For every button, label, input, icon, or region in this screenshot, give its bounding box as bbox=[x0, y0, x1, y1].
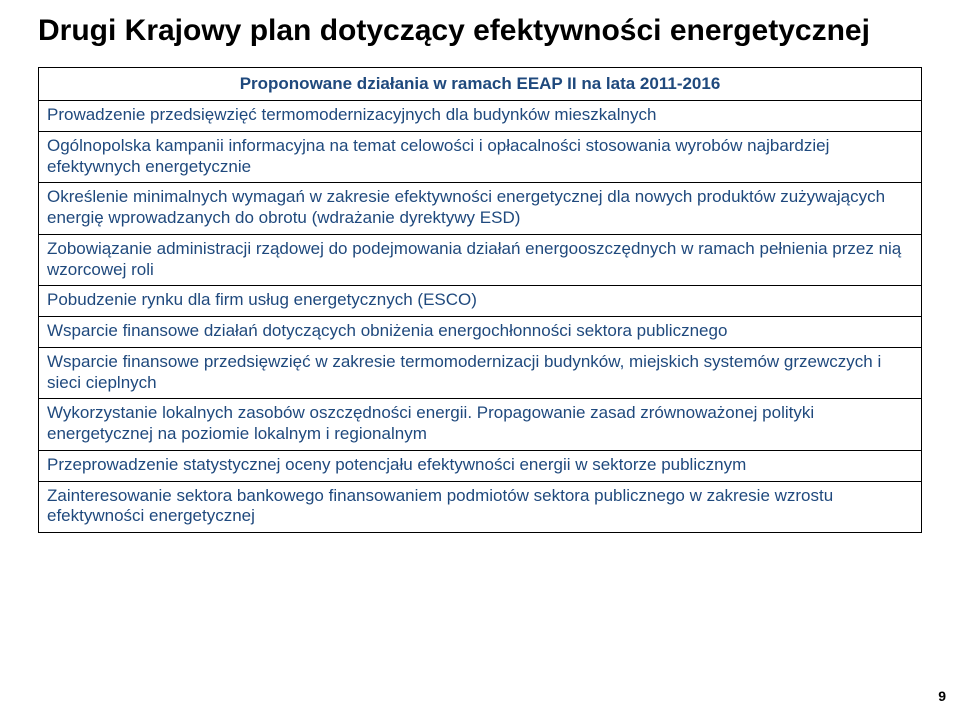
actions-table: Proponowane działania w ramach EEAP II n… bbox=[38, 67, 922, 533]
slide: Drugi Krajowy plan dotyczący efektywnośc… bbox=[0, 0, 960, 710]
table-row: Zainteresowanie sektora bankowego finans… bbox=[39, 481, 922, 532]
table-row: Przeprowadzenie statystycznej oceny pote… bbox=[39, 450, 922, 481]
table-row: Wsparcie finansowe przedsięwzięć w zakre… bbox=[39, 347, 922, 398]
table-row: Wykorzystanie lokalnych zasobów oszczędn… bbox=[39, 399, 922, 450]
table-row: Zobowiązanie administracji rządowej do p… bbox=[39, 234, 922, 285]
table-row: Ogólnopolska kampanii informacyjna na te… bbox=[39, 131, 922, 182]
table-row: Wsparcie finansowe działań dotyczących o… bbox=[39, 317, 922, 348]
table-row: Prowadzenie przedsięwzięć termomoderniza… bbox=[39, 101, 922, 132]
table-header: Proponowane działania w ramach EEAP II n… bbox=[39, 67, 922, 101]
page-title: Drugi Krajowy plan dotyczący efektywnośc… bbox=[38, 14, 922, 49]
table-row: Określenie minimalnych wymagań w zakresi… bbox=[39, 183, 922, 234]
page-number: 9 bbox=[938, 688, 946, 704]
table-row: Pobudzenie rynku dla firm usług energety… bbox=[39, 286, 922, 317]
